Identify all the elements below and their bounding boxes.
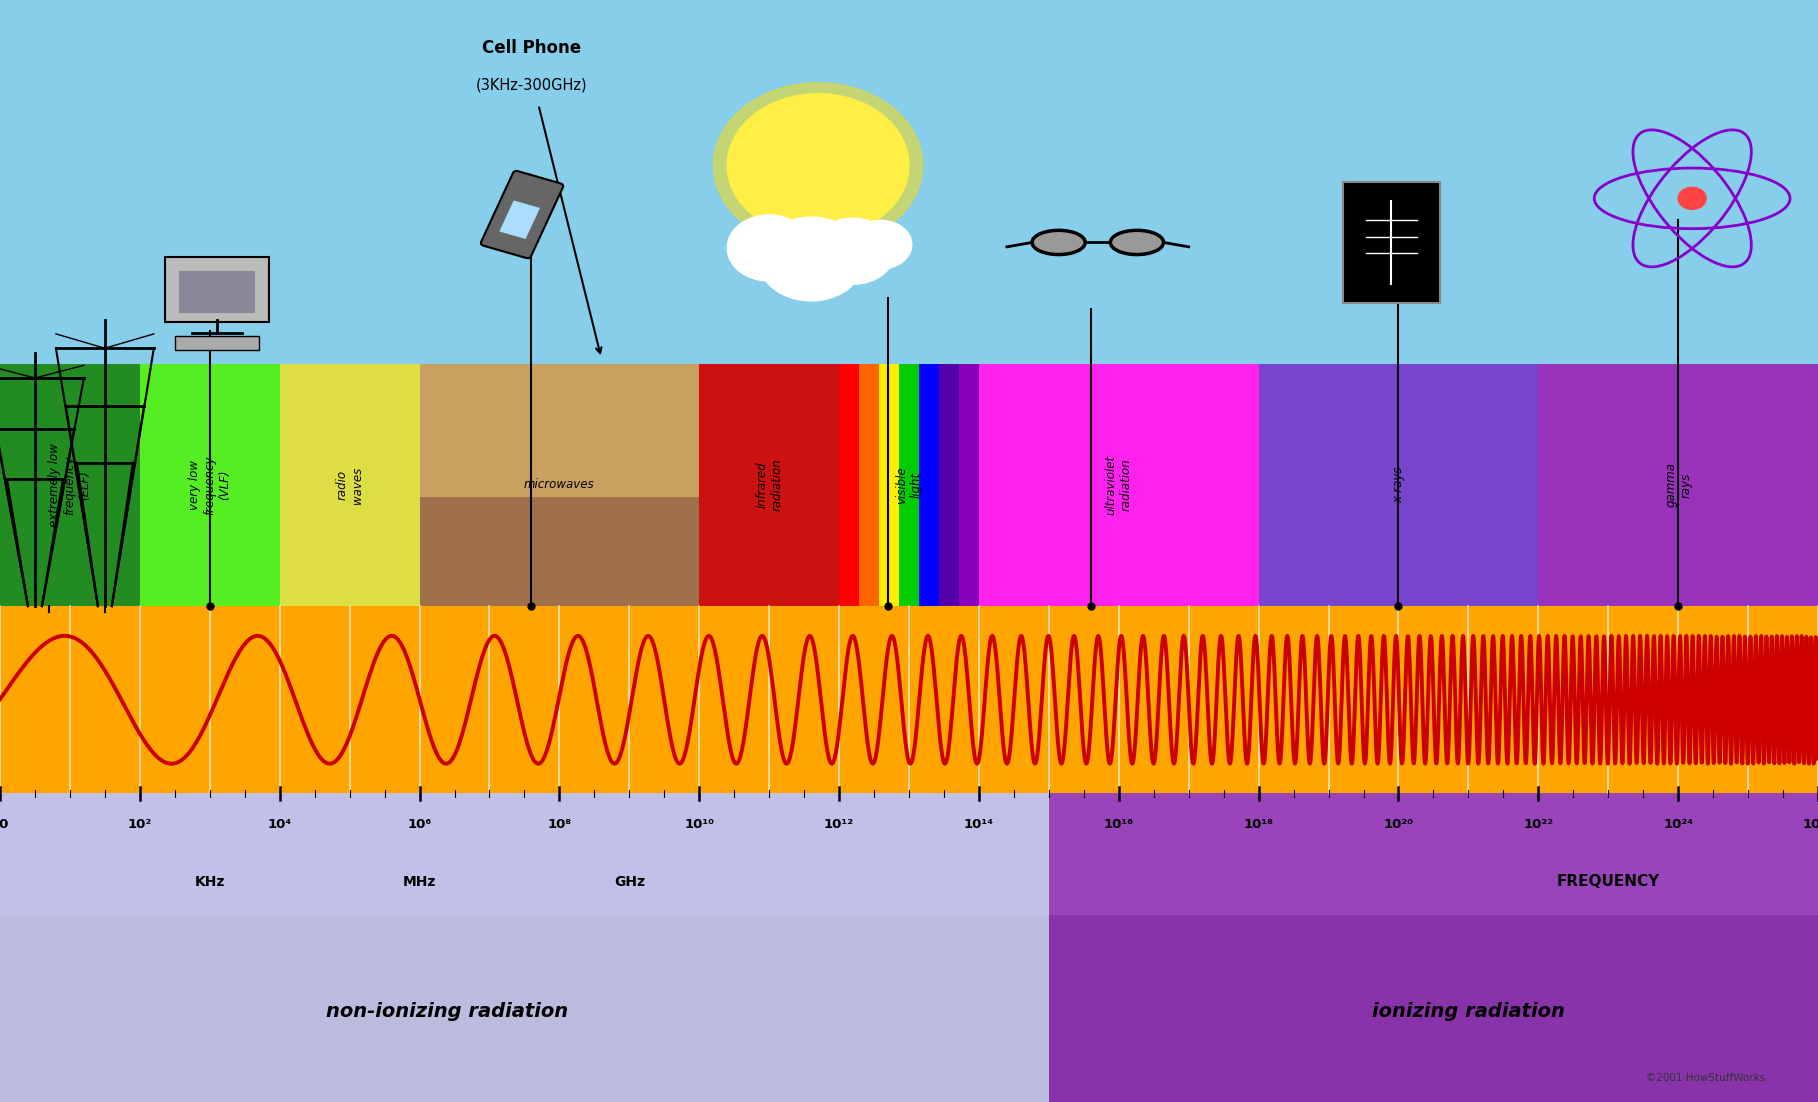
Text: ultraviolet
radiation: ultraviolet radiation xyxy=(1105,455,1133,515)
Bar xyxy=(280,364,420,606)
Text: 10¹⁶: 10¹⁶ xyxy=(1104,818,1134,831)
Text: gamma
rays: gamma rays xyxy=(1663,463,1693,507)
Bar xyxy=(978,364,1258,606)
Circle shape xyxy=(713,83,922,248)
Bar xyxy=(140,364,280,606)
Bar xyxy=(1049,793,1818,915)
Circle shape xyxy=(811,218,894,284)
Text: 10²⁶: 10²⁶ xyxy=(1803,818,1818,831)
Bar xyxy=(0,606,1818,1102)
Text: radio
waves: radio waves xyxy=(336,466,364,504)
Text: ionizing radiation: ionizing radiation xyxy=(1373,1002,1565,1022)
Text: x-rays: x-rays xyxy=(1393,466,1405,504)
Circle shape xyxy=(727,215,811,281)
Text: MHz: MHz xyxy=(404,875,436,888)
Bar xyxy=(420,364,700,606)
Circle shape xyxy=(851,220,913,269)
Text: 10²: 10² xyxy=(127,818,153,831)
Bar xyxy=(880,364,900,606)
Bar xyxy=(0,915,1049,1102)
Ellipse shape xyxy=(1033,230,1085,255)
Text: 10: 10 xyxy=(0,818,9,831)
Text: 10¹⁰: 10¹⁰ xyxy=(684,818,714,831)
Bar xyxy=(0,606,1818,793)
Bar xyxy=(840,364,860,606)
Text: 10⁶: 10⁶ xyxy=(407,818,431,831)
Bar xyxy=(420,497,700,606)
Ellipse shape xyxy=(0,523,336,689)
Bar xyxy=(500,201,540,239)
Bar xyxy=(700,364,840,606)
Text: extremely low
frequency
(ELF): extremely low frequency (ELF) xyxy=(49,443,91,527)
Text: 10¹⁴: 10¹⁴ xyxy=(964,818,994,831)
Text: 10⁸: 10⁸ xyxy=(547,818,571,831)
FancyBboxPatch shape xyxy=(482,171,564,258)
Text: 10¹²: 10¹² xyxy=(824,818,854,831)
Bar xyxy=(0,0,1818,606)
Text: infrared
radiation: infrared radiation xyxy=(754,458,784,511)
Bar xyxy=(0,364,140,606)
Text: GHz: GHz xyxy=(614,875,645,888)
Bar xyxy=(1049,915,1818,1102)
Text: FREQUENCY: FREQUENCY xyxy=(1556,874,1660,889)
Text: 10²⁰: 10²⁰ xyxy=(1383,818,1413,831)
Ellipse shape xyxy=(1111,230,1164,255)
Text: (3KHz-300GHz): (3KHz-300GHz) xyxy=(476,77,587,93)
Text: microwaves: microwaves xyxy=(524,478,594,491)
Bar xyxy=(1342,182,1440,303)
Text: visible
light: visible light xyxy=(894,466,924,504)
Bar xyxy=(1538,364,1818,606)
Circle shape xyxy=(758,217,864,301)
FancyBboxPatch shape xyxy=(165,257,269,322)
Bar xyxy=(860,364,880,606)
Text: 10²²: 10²² xyxy=(1523,818,1553,831)
Bar xyxy=(0,793,1049,915)
Circle shape xyxy=(727,94,909,237)
Circle shape xyxy=(1678,187,1705,209)
Text: ©2001 HowStuffWorks: ©2001 HowStuffWorks xyxy=(1647,1072,1765,1083)
Bar xyxy=(918,364,938,606)
Bar xyxy=(178,271,255,313)
Bar xyxy=(958,364,978,606)
Bar xyxy=(175,336,258,350)
Text: 10²⁴: 10²⁴ xyxy=(1663,818,1693,831)
Bar xyxy=(900,364,918,606)
Bar xyxy=(938,364,958,606)
Bar xyxy=(1258,364,1538,606)
Text: KHz: KHz xyxy=(195,875,225,888)
Text: Cell Phone: Cell Phone xyxy=(482,39,582,56)
Text: 10¹⁸: 10¹⁸ xyxy=(1244,818,1274,831)
Text: very low
frequency
(VLF): very low frequency (VLF) xyxy=(189,455,231,515)
Text: non-ionizing radiation: non-ionizing radiation xyxy=(327,1002,569,1022)
Text: 10⁴: 10⁴ xyxy=(267,818,293,831)
